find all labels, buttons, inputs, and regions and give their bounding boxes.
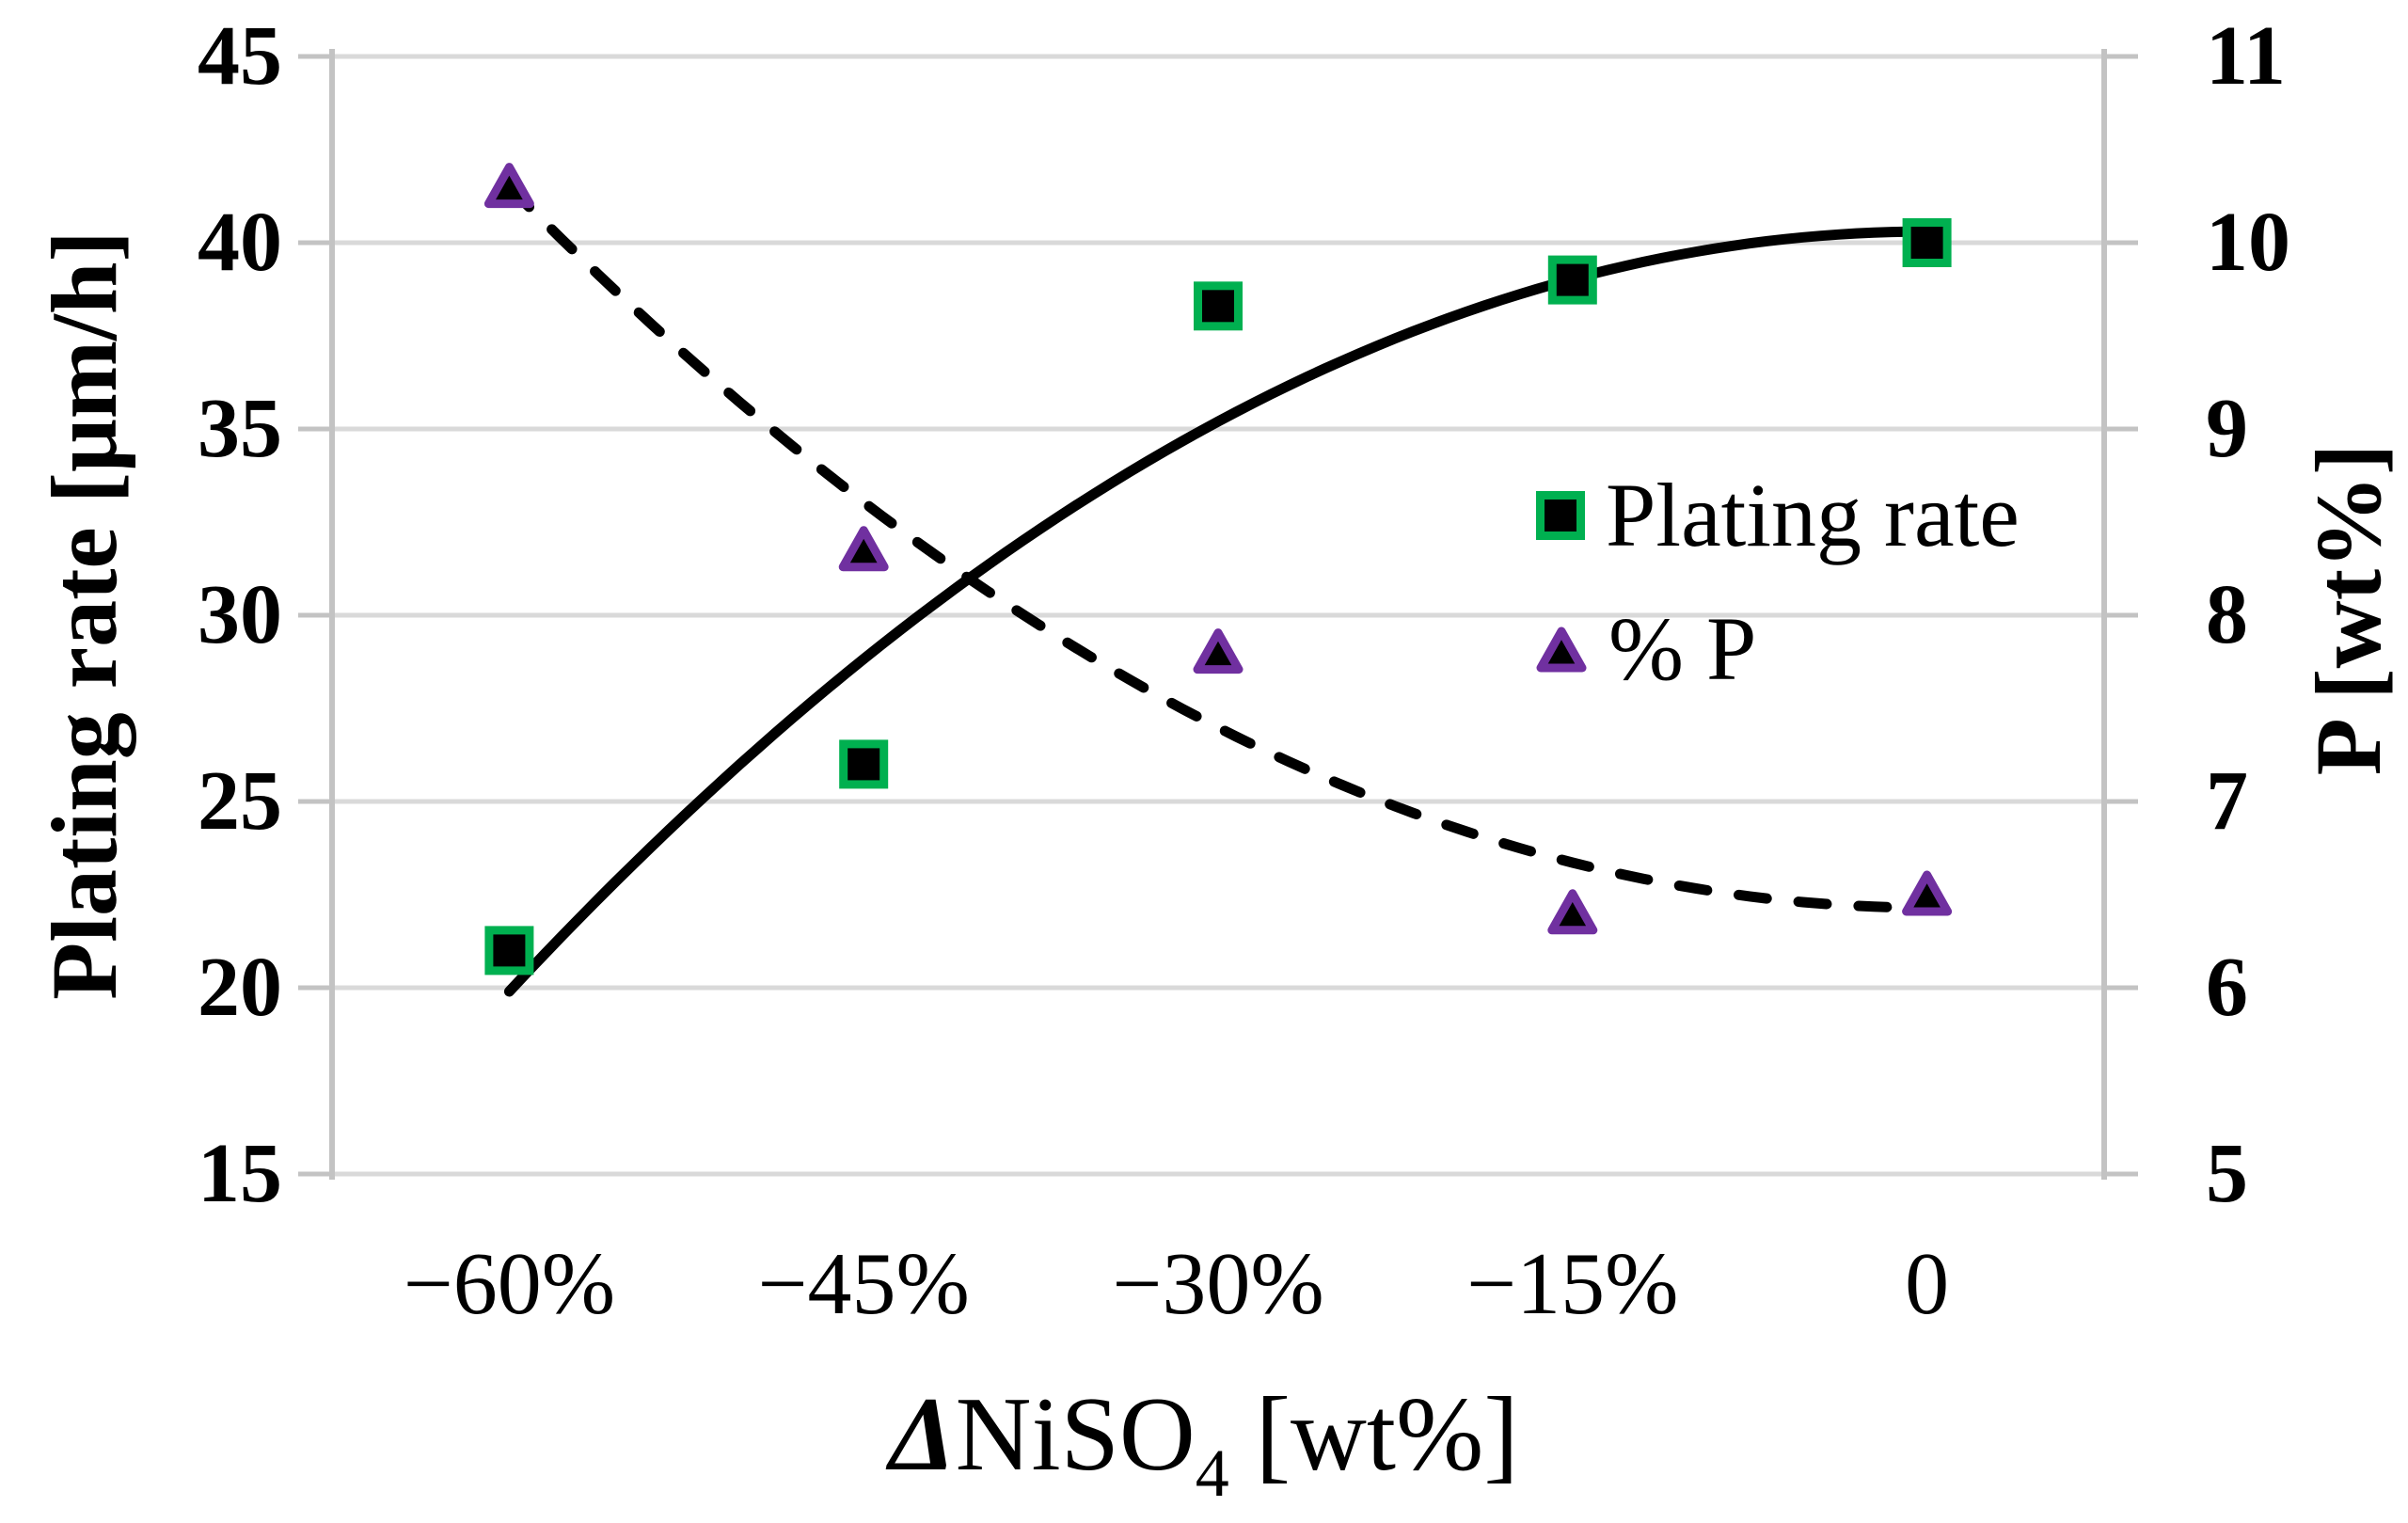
right-axis-tick-label: 10 [2206,196,2290,289]
x-axis-title-formula: NiSO [955,1376,1196,1493]
legend-label-plating-rate: Plating rate [1606,465,2020,565]
data-point-triangle [838,526,889,572]
left-axis-tick-label: 15 [198,1127,282,1220]
data-point-square [1547,255,1597,305]
data-point-square [1902,218,1952,267]
x-axis-title: ΔNiSO4 [wt%] [0,1364,2408,1523]
data-point-triangle [1547,889,1598,935]
x-axis-tick-label: 0 [1905,1235,1950,1333]
right-axis-tick-label: 7 [2206,754,2248,848]
x-axis-title-subscript: 4 [1195,1436,1229,1511]
right-axis-tick-label: 5 [2206,1127,2248,1220]
data-point-triangle [483,163,534,209]
right-axis-tick-label: 11 [2206,9,2287,103]
left-axis-title: Plating rate [μm/h] [32,230,136,1000]
x-axis-tick-label: −45% [757,1235,970,1333]
x-axis-tick-label: −60% [403,1235,616,1333]
legend-square-icon [1536,491,1585,540]
x-axis-title-delta: Δ [889,1376,956,1493]
data-point-square [484,926,534,976]
data-point-triangle [1902,870,1953,916]
left-axis-tick-label: 30 [198,568,282,661]
x-axis-tick-label: −15% [1466,1235,1679,1333]
left-axis-tick-label: 20 [198,941,282,1034]
left-axis-tick-label: 25 [198,754,282,848]
data-point-triangle [1193,628,1244,674]
left-axis-tick-label: 35 [198,382,282,475]
right-axis-title: P [wt%] [2296,443,2400,776]
right-axis-tick-label: 6 [2206,941,2248,1034]
x-axis-title-unit: [wt%] [1228,1376,1519,1493]
right-axis-tick-label: 8 [2206,568,2248,661]
x-axis-tick-label: −30% [1112,1235,1324,1333]
data-point-square [839,739,889,789]
legend-label-percent-p: % P [1608,598,1757,699]
right-axis-tick-label: 9 [2206,382,2248,475]
legend-triangle-icon [1536,627,1587,673]
left-axis-tick-label: 45 [198,9,282,103]
trendline-solid [503,226,1933,997]
trendline-dashed [503,182,1933,913]
left-axis-tick-label: 40 [198,196,282,289]
data-point-square [1194,281,1243,331]
